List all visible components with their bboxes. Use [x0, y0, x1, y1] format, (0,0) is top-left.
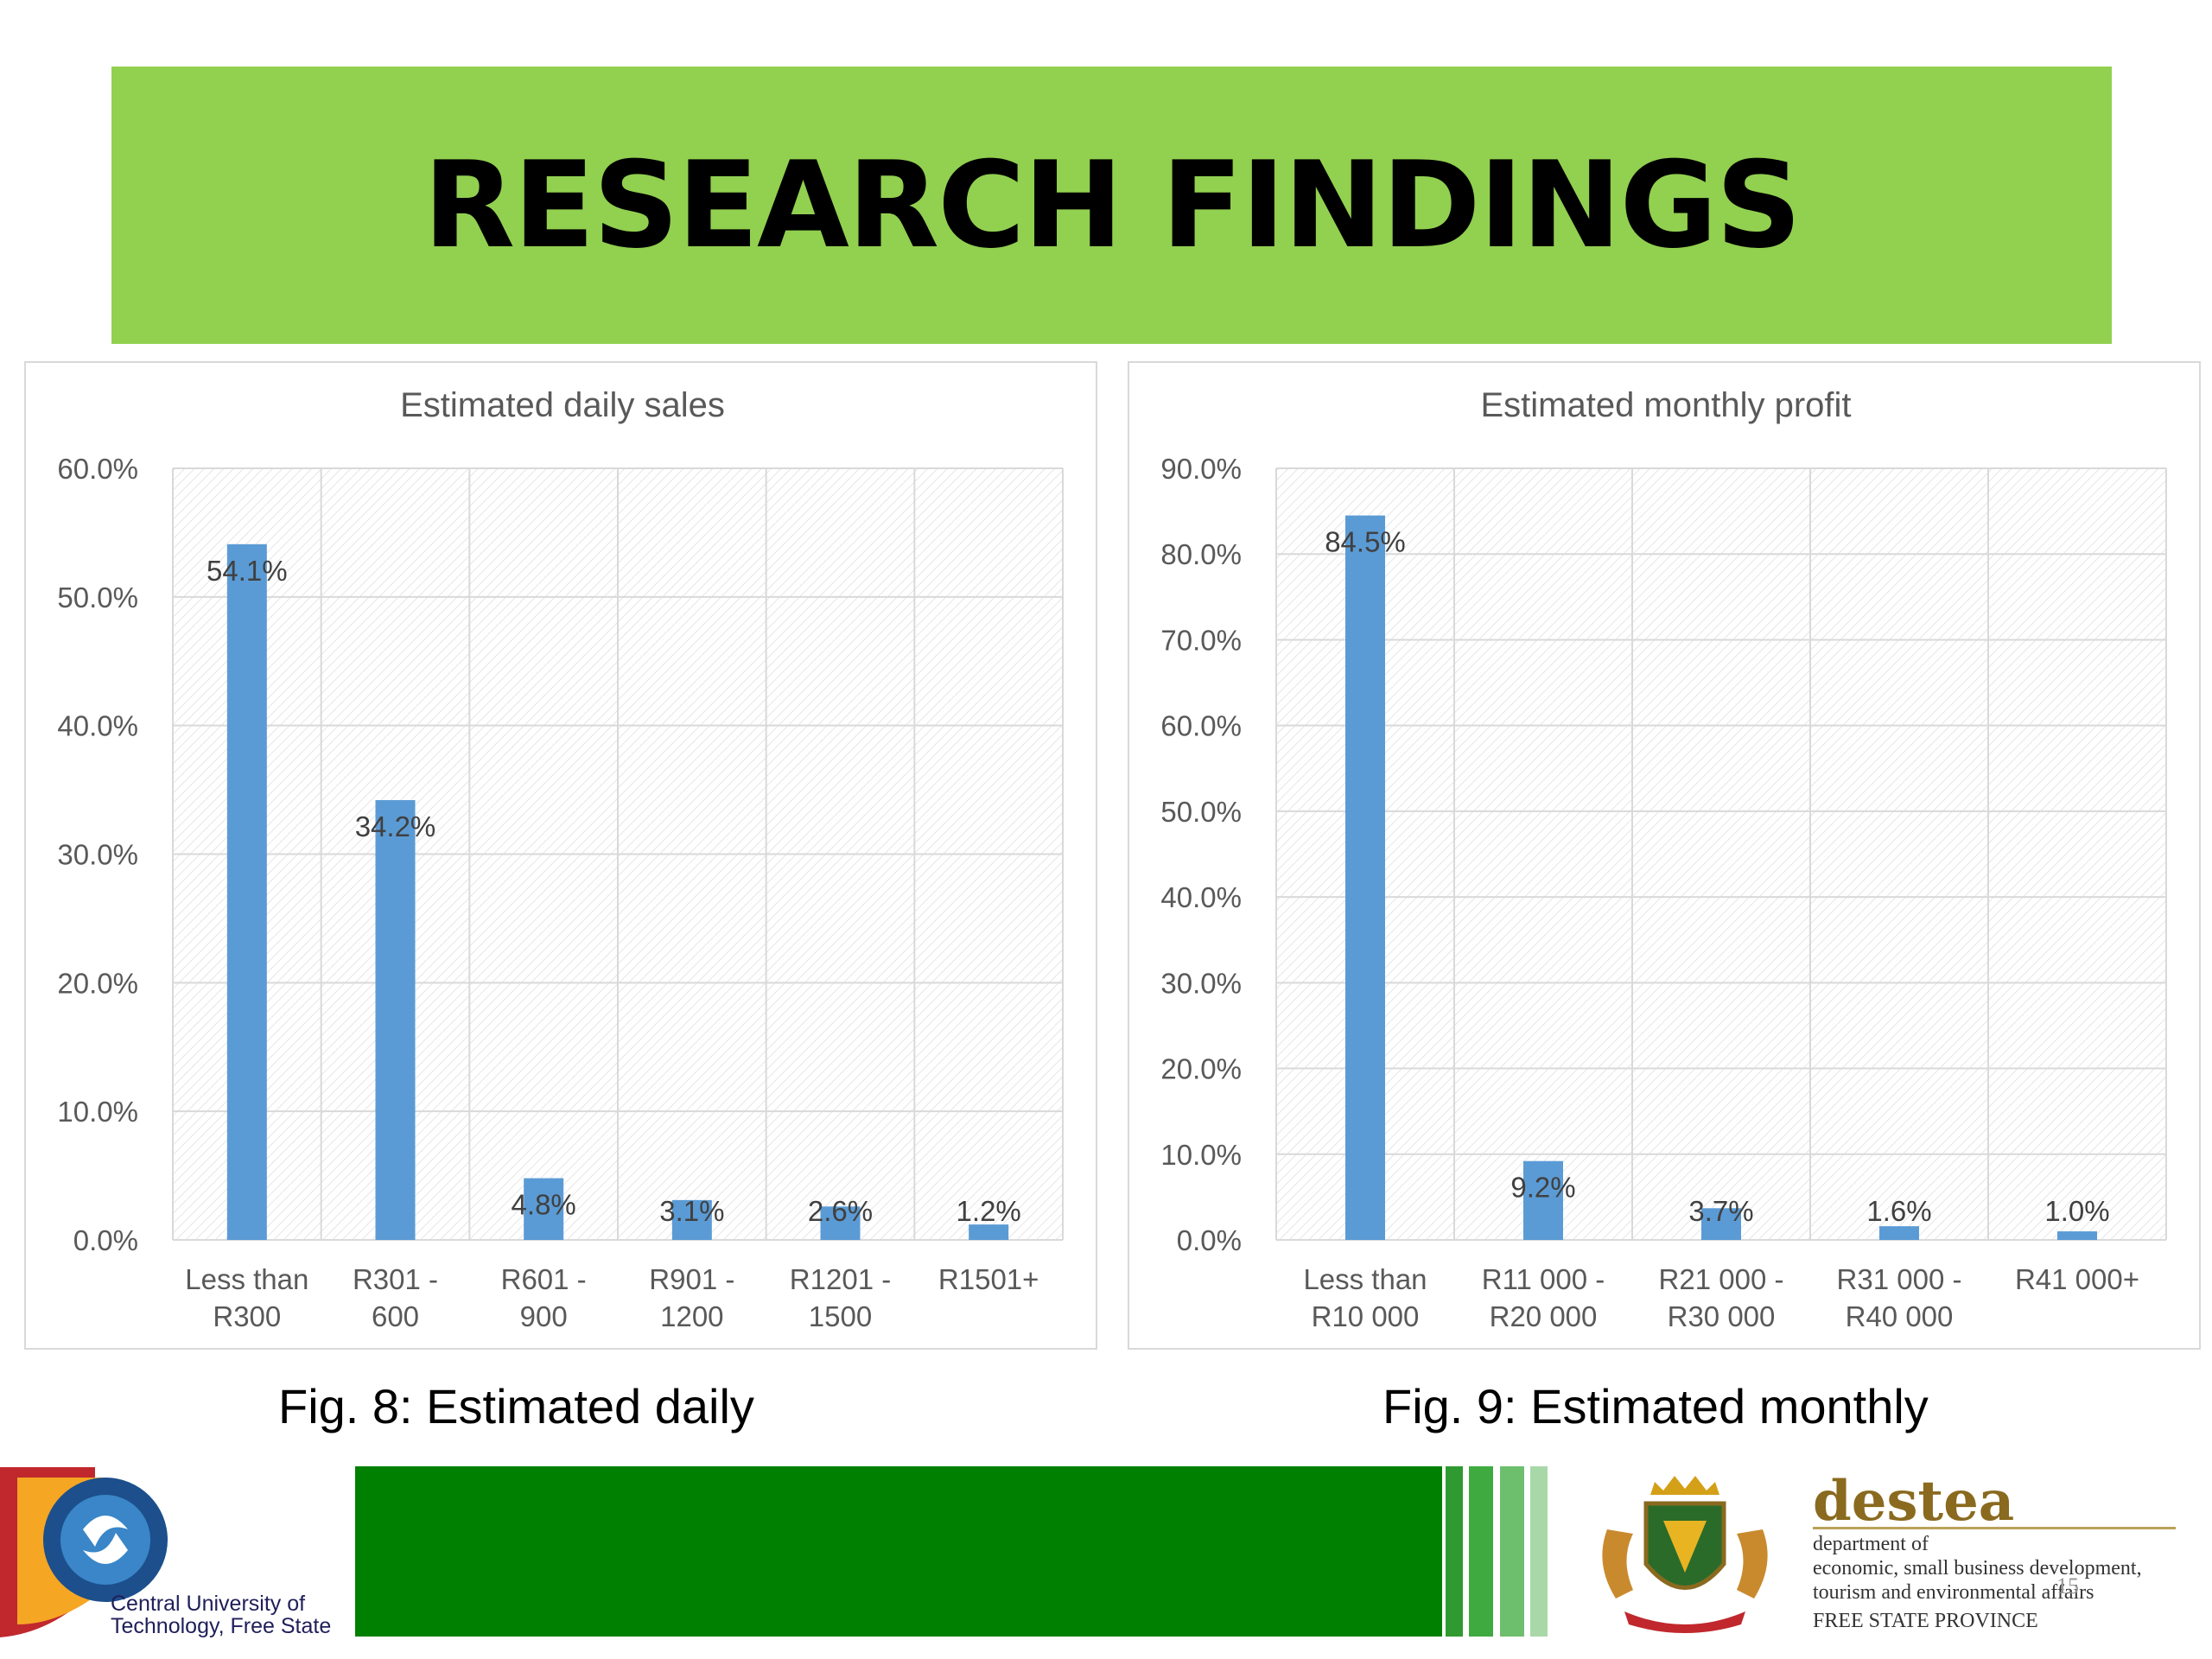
destea-line-2: economic, small business development,	[1813, 1557, 2142, 1580]
x-tick-label: R30 000	[1668, 1300, 1776, 1332]
footer-stripe	[1530, 1466, 1548, 1637]
bar	[671, 1199, 712, 1240]
y-tick-label: 30.0%	[57, 839, 138, 871]
data-label: 1.0%	[2044, 1195, 2109, 1227]
y-tick-label: 50.0%	[1160, 796, 1242, 828]
data-label: 54.1%	[207, 555, 288, 587]
x-tick-label: Less than	[185, 1263, 308, 1295]
data-label: 34.2%	[355, 810, 436, 842]
x-tick-label: R10 000	[1312, 1300, 1420, 1332]
footer-stripe	[1446, 1466, 1463, 1637]
y-tick-label: 20.0%	[1160, 1053, 1242, 1085]
slide-title: RESEARCH FINDINGS	[423, 136, 1802, 275]
x-tick-label: R20 000	[1490, 1300, 1598, 1332]
title-banner: RESEARCH FINDINGS	[111, 67, 2112, 344]
x-tick-label: Less than	[1303, 1263, 1427, 1295]
daily-sales-chart-svg: Estimated daily sales 0.0% 10.0% 20.0% 30.0%…	[57, 386, 1064, 1332]
bar	[226, 543, 267, 1240]
bar	[1523, 1160, 1563, 1240]
cut-name-line1: Central University of	[111, 1592, 306, 1616]
y-tick-label: 30.0%	[1160, 967, 1242, 999]
free-state-coat-of-arms	[1581, 1460, 1789, 1642]
coat-of-arms-icon	[1602, 1476, 1768, 1633]
destea-wordmark: destea	[1813, 1469, 2015, 1534]
footer-green-bar	[355, 1466, 1442, 1637]
cut-emblem-icon	[0, 1467, 168, 1637]
x-tick-label: 1200	[660, 1300, 723, 1332]
x-tick-label: R301 -	[353, 1263, 438, 1295]
footer-stripe	[1500, 1466, 1524, 1637]
data-label: 9.2%	[1510, 1172, 1575, 1204]
bar	[820, 1206, 861, 1240]
monthly-profit-chart-svg: Estimated monthly profit 0.0% 10.0% 20.0% 30…	[1160, 386, 2167, 1332]
y-tick-label: 10.0%	[1160, 1139, 1242, 1171]
bar	[1701, 1208, 1741, 1240]
x-tick-label: 600	[372, 1300, 419, 1332]
x-tick-label: R11 000 -	[1482, 1263, 1605, 1295]
cut-name-line2: Technology, Free State	[111, 1614, 332, 1638]
x-tick-label: R1501+	[938, 1263, 1039, 1295]
plot-area	[1276, 468, 2166, 1240]
y-tick-label: 40.0%	[1160, 881, 1242, 913]
bar	[969, 1224, 1009, 1240]
destea-divider	[1813, 1527, 2176, 1529]
x-tick-label: R21 000 -	[1659, 1263, 1784, 1295]
y-tick-label: 60.0%	[1160, 710, 1242, 742]
chart-title: Estimated monthly profit	[1480, 386, 1851, 424]
y-tick-label: 40.0%	[57, 710, 138, 742]
y-tick-label: 90.0%	[1160, 453, 1242, 485]
y-tick-label: 70.0%	[1160, 624, 1242, 656]
figure-8-caption: Fig. 8: Estimated daily	[278, 1379, 754, 1433]
y-tick-label: 0.0%	[73, 1224, 138, 1256]
data-label: 1.6%	[1866, 1195, 1931, 1227]
data-label: 3.1%	[659, 1195, 724, 1227]
x-tick-label: 900	[520, 1300, 568, 1332]
x-tick-label: R1201 -	[790, 1263, 891, 1295]
bar	[2057, 1231, 2097, 1240]
destea-line-3: tourism and environmental affairs	[1813, 1581, 2094, 1604]
x-tick-label: R901 -	[649, 1263, 734, 1295]
destea-line-1: department of	[1813, 1533, 1929, 1555]
data-label: 1.2%	[957, 1195, 1021, 1227]
data-label: 2.6%	[808, 1195, 873, 1227]
x-tick-label: 1500	[809, 1300, 872, 1332]
y-tick-label: 0.0%	[1177, 1224, 1242, 1256]
y-tick-label: 10.0%	[57, 1096, 138, 1128]
bar	[375, 799, 416, 1240]
daily-sales-chart: Estimated daily sales 0.0% 10.0% 20.0% 30.0%…	[24, 361, 1097, 1350]
data-label: 3.7%	[1688, 1195, 1753, 1227]
bar	[524, 1178, 564, 1240]
monthly-profit-chart: Estimated monthly profit 0.0% 10.0% 20.0% 30…	[1128, 361, 2201, 1350]
data-label: 4.8%	[512, 1189, 576, 1221]
page-number: 15	[2056, 1573, 2079, 1599]
x-tick-label: R601 -	[501, 1263, 587, 1295]
y-tick-label: 50.0%	[57, 582, 138, 613]
figure-9-caption: Fig. 9: Estimated monthly	[1382, 1379, 1929, 1433]
footer-stripe	[1469, 1466, 1493, 1637]
bar	[1879, 1226, 1919, 1240]
bar	[1345, 515, 1385, 1240]
data-label: 84.5%	[1325, 526, 1406, 558]
y-tick-label: 80.0%	[1160, 538, 1242, 570]
x-tick-label: R40 000	[1846, 1300, 1954, 1332]
x-tick-label: R300	[213, 1300, 281, 1332]
x-tick-label: R31 000 -	[1837, 1263, 1962, 1295]
chart-title: Estimated daily sales	[400, 386, 725, 424]
x-tick-label: R41 000+	[2015, 1263, 2139, 1295]
cut-logo: Central University of Technology, Free S…	[0, 1460, 363, 1642]
destea-line-4: FREE STATE PROVINCE	[1813, 1610, 2038, 1632]
y-tick-label: 60.0%	[57, 453, 138, 485]
y-tick-label: 20.0%	[57, 967, 138, 999]
